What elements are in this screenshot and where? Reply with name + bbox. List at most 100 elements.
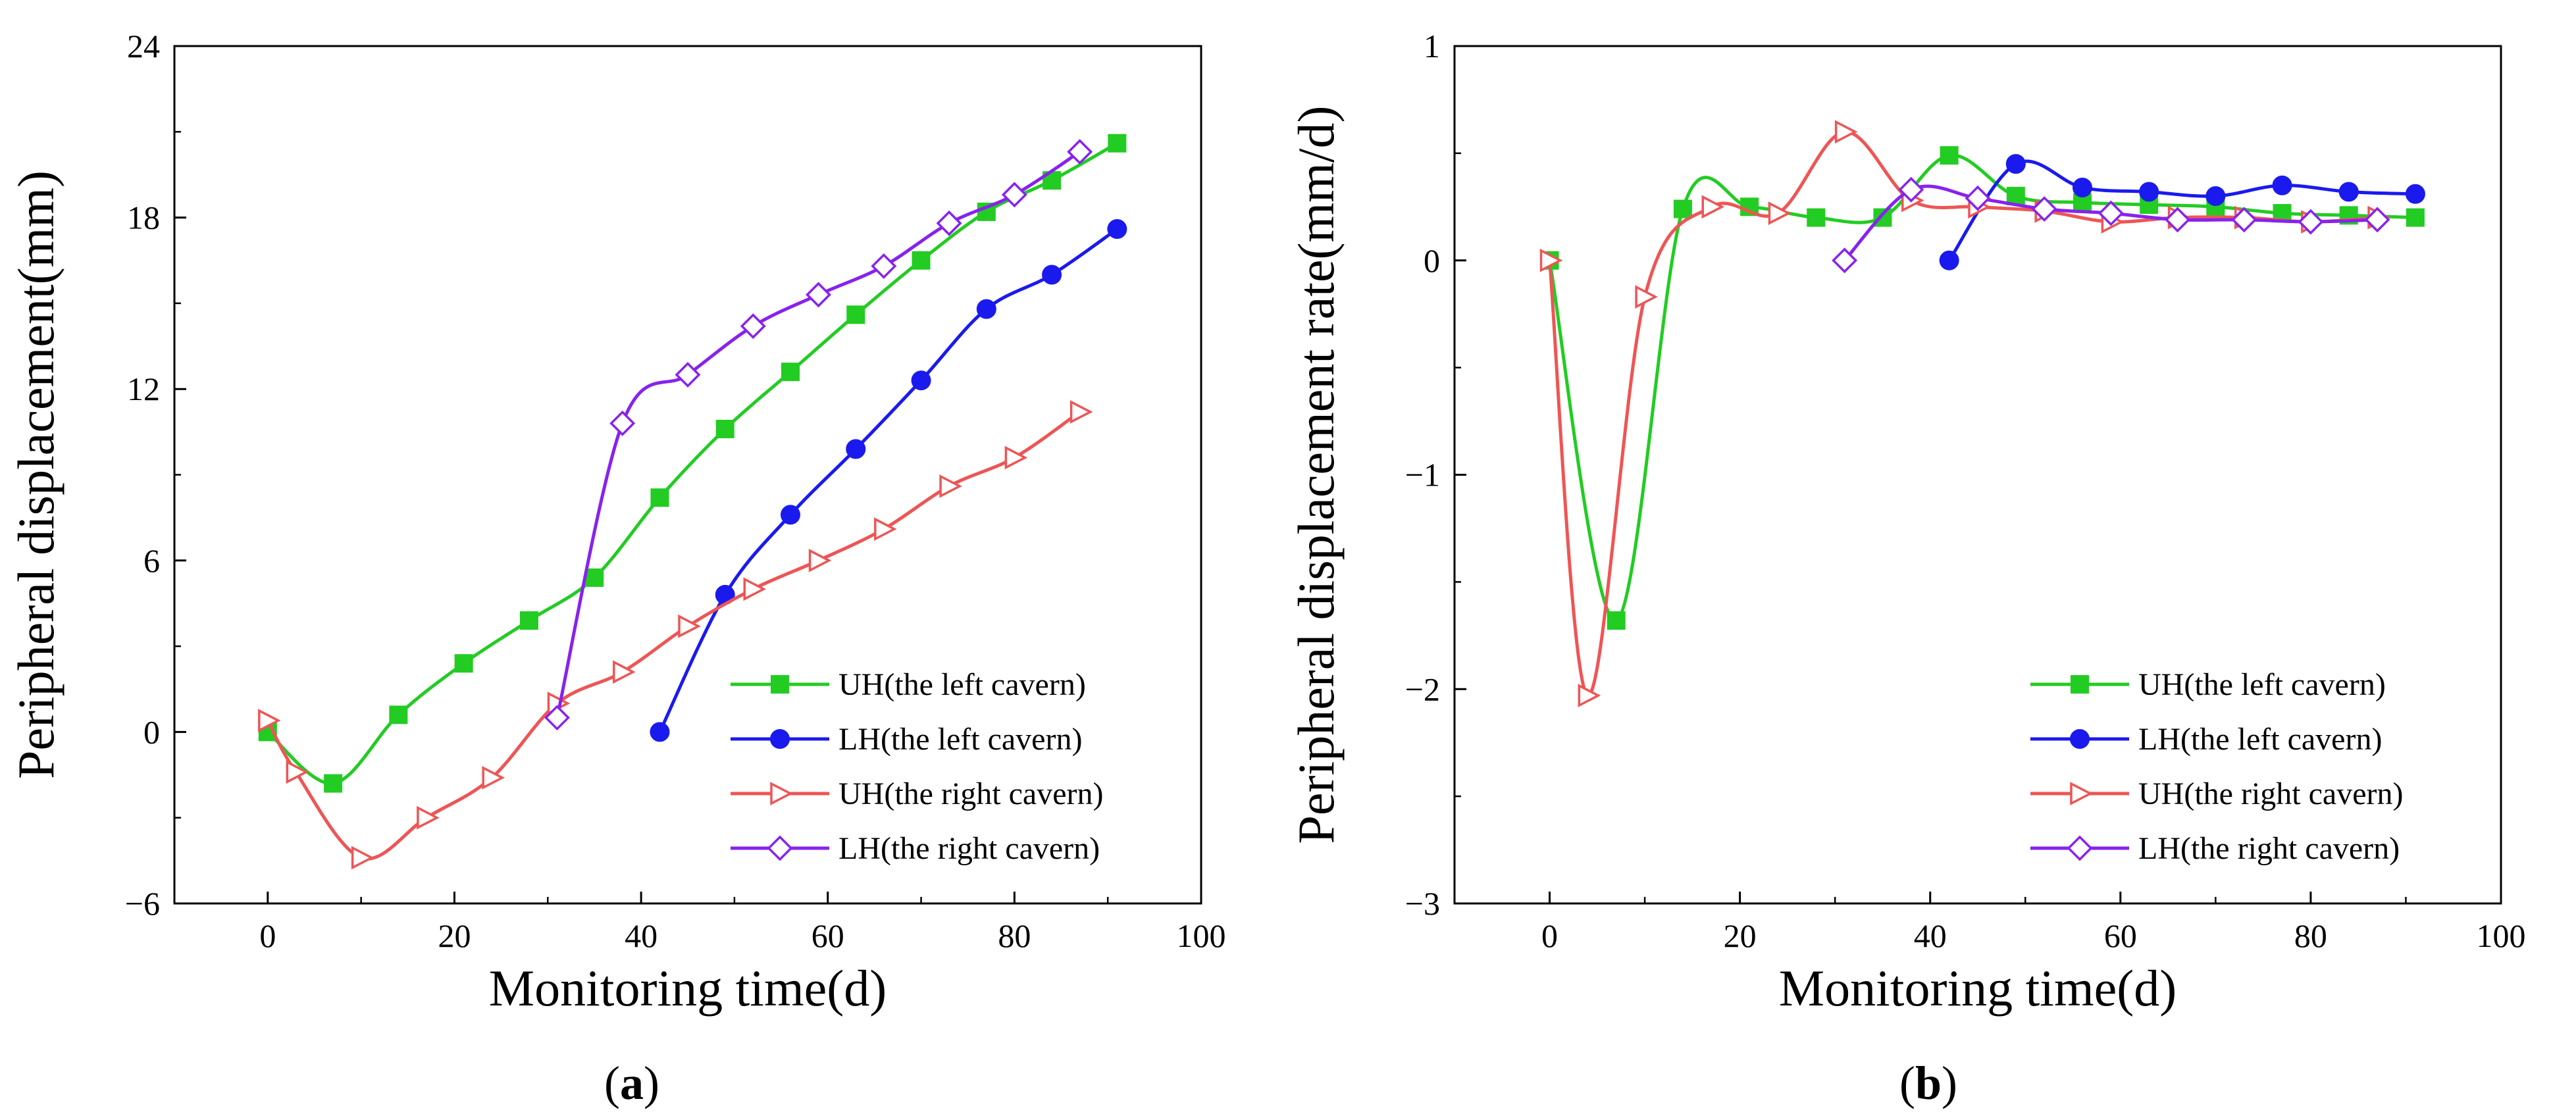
data-point <box>678 614 701 638</box>
series-2-group <box>258 400 1093 870</box>
x-axis-title: Monitoring time(d) <box>1779 959 2177 1017</box>
x-tick-label: 0 <box>259 917 276 954</box>
data-point <box>2406 208 2425 227</box>
series-3-group <box>544 139 1093 731</box>
series-line <box>555 150 1081 719</box>
data-point <box>2298 209 2324 235</box>
data-point <box>612 660 636 684</box>
panel-label: (b) <box>1899 1057 1957 1109</box>
data-point <box>2139 182 2159 202</box>
data-point <box>846 439 866 459</box>
data-point <box>936 210 962 236</box>
x-tick-label: 40 <box>1914 917 1947 954</box>
y-tick-label: 0 <box>1424 242 1440 279</box>
y-tick-label: −6 <box>125 885 160 922</box>
series-0-group <box>258 134 1127 793</box>
data-point <box>1834 120 1858 144</box>
data-point <box>2338 182 2359 202</box>
chart-b: 0 20 40 60 80 100 −3 −2 −1 0 1 Monitoring time(d) Pe… <box>1287 28 2526 1109</box>
legend-marker <box>767 835 793 861</box>
legend-label: UH(the right cavern) <box>838 776 1104 811</box>
data-point <box>1673 199 1692 218</box>
y-tick-label: 24 <box>127 28 160 64</box>
legend-marker <box>771 675 789 694</box>
y-tick-label: 1 <box>1424 28 1440 64</box>
legend-marker <box>2070 729 2090 749</box>
data-point <box>1067 139 1093 165</box>
y-tick-label: −2 <box>1405 671 1440 707</box>
series-1-group <box>1939 154 2425 270</box>
data-point <box>806 282 832 308</box>
data-point <box>1004 445 1028 470</box>
data-point <box>715 420 734 439</box>
data-point <box>417 805 440 830</box>
data-point <box>1807 208 1826 227</box>
data-point <box>1965 185 1991 211</box>
data-point <box>2272 175 2292 195</box>
data-point <box>1108 134 1127 153</box>
data-point <box>871 253 897 279</box>
data-point <box>808 548 832 572</box>
data-point <box>1607 611 1626 630</box>
x-tick-label: 40 <box>625 917 657 954</box>
data-point <box>585 568 604 587</box>
data-point <box>1635 285 1658 309</box>
data-point <box>544 705 570 731</box>
data-point <box>2073 177 2092 197</box>
legend-marker <box>2071 675 2089 694</box>
data-point <box>846 305 865 324</box>
data-point <box>2031 196 2057 222</box>
data-point <box>1898 176 1924 203</box>
series-3-group <box>1832 176 2390 274</box>
legend-label: UH(the left cavern) <box>2138 667 2386 702</box>
data-point <box>675 362 701 388</box>
data-point <box>1832 247 1858 274</box>
x-tick-label: 100 <box>1177 917 1226 954</box>
data-point <box>2364 207 2390 233</box>
data-point <box>2005 154 2026 174</box>
data-point <box>286 760 309 784</box>
y-axis-title: Peripheral displacement(mm) <box>7 170 64 779</box>
data-point <box>2006 187 2025 206</box>
data-point <box>1107 218 1127 239</box>
x-tick-label: 80 <box>2294 917 2327 954</box>
data-point <box>1001 182 1027 208</box>
data-point <box>2405 184 2425 204</box>
data-point <box>939 474 962 498</box>
legend-label: LH(the left cavern) <box>838 722 1082 757</box>
legend: UH(the left cavern) LH(the left cavern) UH… <box>731 667 1104 866</box>
data-point <box>1939 250 1959 270</box>
y-tick-label: 6 <box>143 542 160 579</box>
y-tick-label: −3 <box>1405 885 1440 922</box>
x-tick-label: 20 <box>438 917 471 954</box>
x-tick-label: 100 <box>2477 917 2526 954</box>
data-point <box>650 722 670 742</box>
y-tick-label: −1 <box>1405 457 1440 494</box>
x-tick-label: 80 <box>998 917 1031 954</box>
data-point <box>609 410 636 436</box>
data-point <box>2098 200 2124 226</box>
y-tick-label: 12 <box>127 370 160 407</box>
x-tick-label: 60 <box>811 917 844 954</box>
legend-label: UH(the left cavern) <box>838 667 1086 702</box>
legend-marker <box>2067 835 2093 861</box>
data-point <box>389 705 408 724</box>
data-point <box>2205 186 2226 207</box>
data-point <box>454 654 473 673</box>
data-point <box>874 517 897 541</box>
data-point <box>912 251 931 270</box>
data-point <box>2231 207 2257 233</box>
x-tick-label: 20 <box>1724 917 1757 954</box>
y-tick-label: 0 <box>143 713 160 750</box>
legend-marker <box>770 729 790 749</box>
legend-label: UH(the right cavern) <box>2138 776 2404 811</box>
legend: UH(the left cavern) LH(the left cavern) UH… <box>2030 667 2404 866</box>
y-tick-label: 18 <box>127 199 160 236</box>
legend-marker <box>770 782 793 805</box>
legend-label: LH(the right cavern) <box>838 831 1100 866</box>
data-point <box>324 774 343 793</box>
series-1-group <box>650 218 1127 742</box>
legend-label: LH(the right cavern) <box>2138 831 2400 866</box>
data-point <box>1578 684 1601 707</box>
